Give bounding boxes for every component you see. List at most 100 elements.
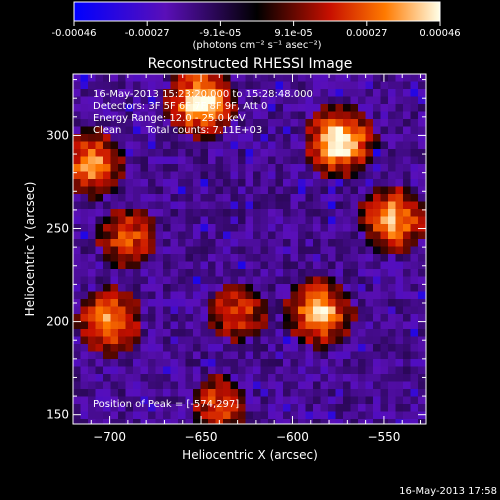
heatmap-cell bbox=[163, 381, 171, 390]
heatmap-cell bbox=[118, 216, 126, 225]
heatmap-cell bbox=[395, 321, 404, 330]
heatmap-cell bbox=[80, 201, 89, 210]
heatmap-cell bbox=[343, 209, 351, 217]
heatmap-cell bbox=[328, 344, 336, 352]
heatmap-cell bbox=[80, 284, 89, 292]
heatmap-cell bbox=[290, 299, 299, 307]
heatmap-cell bbox=[125, 201, 134, 210]
heatmap-cell bbox=[418, 81, 426, 90]
heatmap-cell bbox=[88, 269, 96, 277]
heatmap-cell bbox=[103, 329, 111, 337]
heatmap-cell bbox=[380, 306, 389, 315]
heatmap-cell bbox=[365, 104, 374, 112]
heatmap-cell bbox=[133, 111, 141, 120]
heatmap-cell bbox=[268, 111, 276, 120]
heatmap-cell bbox=[133, 246, 141, 255]
heatmap-cell bbox=[88, 291, 96, 300]
heatmap-cell bbox=[290, 96, 299, 105]
heatmap-cell bbox=[200, 164, 209, 172]
heatmap-cell bbox=[320, 359, 329, 367]
heatmap-cell bbox=[238, 126, 246, 135]
heatmap-cell bbox=[328, 329, 336, 337]
heatmap-cell bbox=[73, 314, 81, 322]
heatmap-cell bbox=[125, 224, 134, 232]
heatmap-cell bbox=[148, 284, 156, 292]
heatmap-cell bbox=[388, 344, 396, 352]
heatmap-cell bbox=[410, 179, 419, 187]
heatmap-cell bbox=[343, 171, 351, 180]
heatmap-cell bbox=[328, 96, 336, 105]
heatmap-cell bbox=[125, 336, 134, 345]
heatmap-cell bbox=[275, 119, 284, 127]
heatmap-cell bbox=[253, 81, 261, 90]
heatmap-cell bbox=[425, 329, 426, 337]
heatmap-cell bbox=[395, 299, 404, 307]
heatmap-cell bbox=[313, 209, 321, 217]
heatmap-cell bbox=[313, 306, 321, 315]
heatmap-cell bbox=[140, 171, 149, 180]
heatmap-cell bbox=[313, 201, 321, 210]
heatmap-cell bbox=[313, 239, 321, 247]
heatmap-cell bbox=[418, 404, 426, 412]
heatmap-cell bbox=[140, 411, 149, 420]
heatmap-cell bbox=[268, 179, 276, 187]
heatmap-cell bbox=[253, 239, 261, 247]
heatmap-cell bbox=[343, 381, 351, 390]
heatmap-cell bbox=[238, 104, 246, 112]
heatmap-cell bbox=[88, 284, 96, 292]
heatmap-cell bbox=[388, 411, 396, 420]
heatmap-cell bbox=[133, 224, 141, 232]
heatmap-cell bbox=[350, 111, 359, 120]
heatmap-cell bbox=[215, 306, 224, 315]
heatmap-cell bbox=[260, 396, 269, 405]
heatmap-cell bbox=[185, 254, 194, 262]
heatmap-cell bbox=[298, 419, 306, 424]
heatmap-cell bbox=[320, 419, 329, 424]
heatmap-cell bbox=[283, 149, 291, 157]
heatmap-cell bbox=[253, 104, 261, 112]
heatmap-cell bbox=[403, 96, 411, 105]
heatmap-cell bbox=[298, 404, 306, 412]
heatmap-cell bbox=[200, 254, 209, 262]
heatmap-cell bbox=[268, 269, 276, 277]
heatmap-cell bbox=[133, 284, 141, 292]
heatmap-cell bbox=[418, 201, 426, 210]
heatmap-cell bbox=[320, 96, 329, 105]
heatmap-cell bbox=[238, 141, 246, 150]
heatmap-cell bbox=[275, 321, 284, 330]
annotation-block: 16-May-2013 15:23:20.000 to 15:28:48.000… bbox=[93, 89, 313, 410]
heatmap-cell bbox=[88, 216, 96, 225]
heatmap-cell bbox=[193, 224, 201, 232]
heatmap-cell bbox=[88, 389, 96, 397]
heatmap-cell bbox=[335, 246, 344, 255]
heatmap-cell bbox=[155, 156, 164, 165]
heatmap-cell bbox=[163, 141, 171, 150]
heatmap-cell bbox=[245, 381, 254, 390]
heatmap-cell bbox=[200, 134, 209, 142]
heatmap-cell bbox=[328, 104, 336, 112]
heatmap-cell bbox=[335, 381, 344, 390]
heatmap-cell bbox=[73, 209, 81, 217]
heatmap-cell bbox=[193, 104, 201, 112]
heatmap-cell bbox=[140, 111, 149, 120]
heatmap-cell bbox=[380, 216, 389, 225]
heatmap-cell bbox=[125, 89, 134, 97]
heatmap-cell bbox=[73, 164, 81, 172]
heatmap-cell bbox=[358, 224, 366, 232]
heatmap-cell bbox=[388, 284, 396, 292]
heatmap-cell bbox=[163, 329, 171, 337]
heatmap-cell bbox=[268, 134, 276, 142]
heatmap-cell bbox=[298, 389, 306, 397]
heatmap-cell bbox=[350, 419, 359, 424]
heatmap-cell bbox=[275, 186, 284, 195]
heatmap-cell bbox=[290, 404, 299, 412]
heatmap-cell bbox=[298, 126, 306, 135]
heatmap-cell bbox=[268, 344, 276, 352]
heatmap-cell bbox=[350, 246, 359, 255]
heatmap-cell bbox=[80, 276, 89, 285]
heatmap-cell bbox=[245, 254, 254, 262]
heatmap-cell bbox=[95, 216, 104, 225]
heatmap-cell bbox=[103, 276, 111, 285]
heatmap-cell bbox=[193, 419, 201, 424]
heatmap-cell bbox=[395, 104, 404, 112]
